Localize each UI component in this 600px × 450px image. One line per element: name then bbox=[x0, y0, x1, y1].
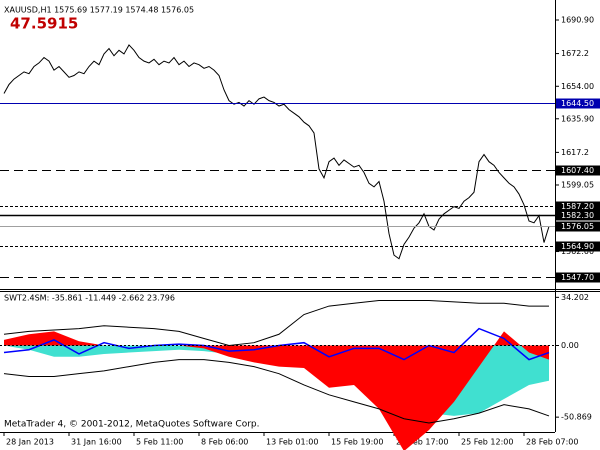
x-tick-label: 5 Feb 11:00 bbox=[136, 438, 183, 447]
y-tick-label: 1562.00 bbox=[561, 247, 594, 256]
x-tick-label: 20 Feb 17:00 bbox=[396, 438, 448, 447]
x-tick-label: 8 Feb 06:00 bbox=[201, 438, 248, 447]
level-tag bbox=[556, 201, 600, 212]
y-tick-label: -50.869 bbox=[561, 413, 592, 422]
indicator-line bbox=[3, 299, 549, 347]
level-tag bbox=[556, 241, 600, 252]
level-tag bbox=[556, 210, 600, 221]
y-tick-label: 1617.2 bbox=[561, 148, 589, 157]
level-label: 1576.05 bbox=[561, 222, 594, 231]
x-tick-label: 28 Feb 07:00 bbox=[526, 438, 578, 447]
y-tick-label: 34.202 bbox=[561, 293, 589, 302]
x-tick-label: 13 Feb 01:00 bbox=[266, 438, 318, 447]
level-tag bbox=[556, 272, 600, 283]
y-tick-label: 1654.00 bbox=[561, 82, 594, 91]
indicator-title: SWT2.4SM: -35.861 -11.449 -2.662 23.796 bbox=[4, 294, 175, 303]
indicator-line bbox=[3, 359, 550, 424]
level-label: 1564.90 bbox=[561, 242, 594, 251]
level-label: 1582.30 bbox=[561, 211, 594, 220]
level-tag bbox=[556, 165, 600, 176]
level-label: 1547.70 bbox=[561, 273, 594, 282]
y-tick-label: 0.00 bbox=[561, 341, 579, 350]
y-tick-label: 1690.90 bbox=[561, 15, 594, 24]
indicator-line bbox=[3, 327, 550, 361]
level-label: 1644.50 bbox=[561, 99, 594, 108]
x-tick-label: 31 Jan 16:00 bbox=[71, 438, 122, 447]
level-tag bbox=[556, 98, 600, 109]
chart-title: XAUUSD,H1 1575.69 1577.19 1574.48 1576.0… bbox=[4, 6, 194, 15]
level-tag bbox=[556, 221, 600, 232]
x-tick-label: 15 Feb 19:00 bbox=[331, 438, 383, 447]
y-tick-label: 1672.2 bbox=[561, 49, 589, 58]
level-label: 1607.40 bbox=[561, 166, 594, 175]
x-tick-label: 28 Jan 2013 bbox=[6, 438, 54, 447]
level-label: 1587.20 bbox=[561, 202, 594, 211]
copyright: MetaTrader 4, © 2001-2012, MetaQuotes So… bbox=[4, 420, 260, 430]
x-tick-label: 25 Feb 12:00 bbox=[461, 438, 513, 447]
price-line bbox=[3, 44, 550, 260]
price-readout: 47.5915 bbox=[10, 15, 78, 33]
y-tick-label: 1635.90 bbox=[561, 114, 594, 123]
y-tick-label: 1599.05 bbox=[561, 180, 594, 189]
